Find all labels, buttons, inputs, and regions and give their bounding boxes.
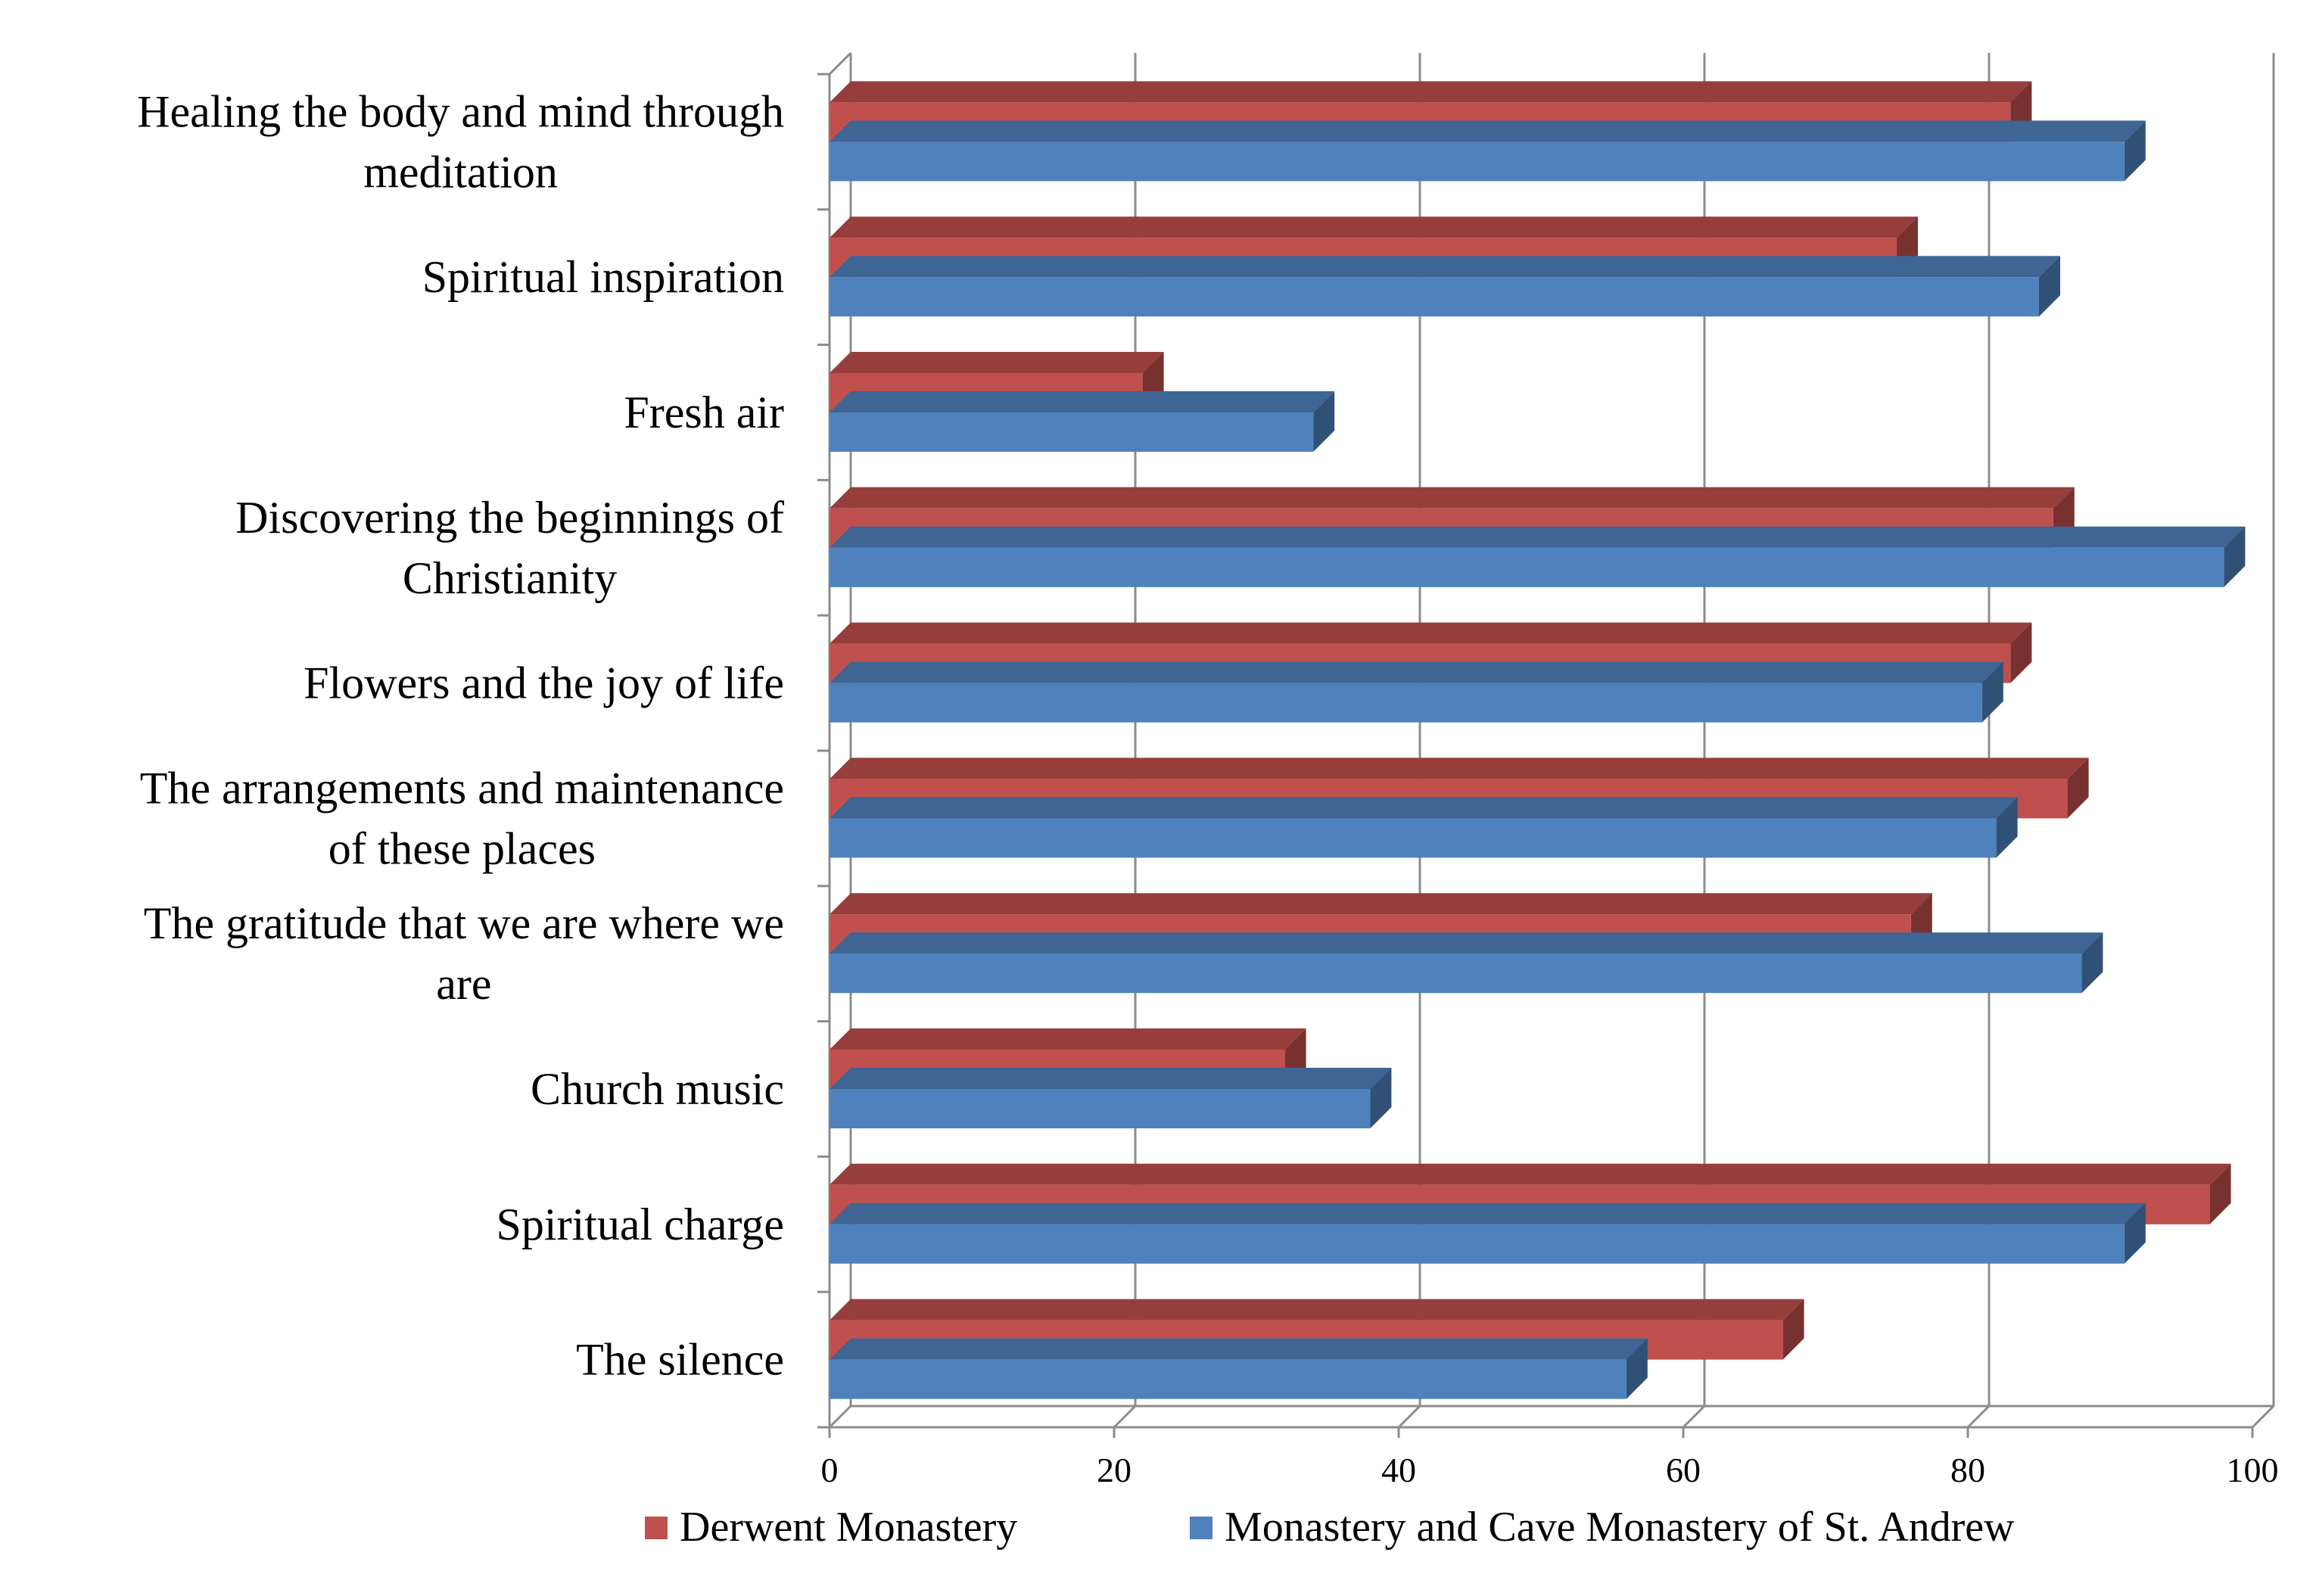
bar-top-face	[830, 120, 2146, 142]
bar-top-face	[830, 526, 2246, 548]
bar-top-face	[830, 1338, 1648, 1360]
x-tick-label: 0	[821, 1451, 839, 1489]
x-tick-label: 20	[1097, 1451, 1132, 1489]
legend-label-st-andrew: Monastery and Cave Monastery of St. Andr…	[1225, 1504, 2015, 1551]
bar-side-face	[2209, 1163, 2231, 1224]
bar-top-face	[830, 216, 1918, 238]
bar-front-face	[830, 683, 1982, 723]
floor-gridline	[828, 1405, 852, 1429]
bar-side-face	[2039, 256, 2060, 317]
bar-top-face	[830, 1028, 1306, 1050]
bar-side-face	[2224, 526, 2246, 587]
bar-top-face	[830, 622, 2032, 644]
x-tick-label: 60	[1666, 1451, 1701, 1489]
bar-front-face	[830, 142, 2125, 182]
bar-top-face	[830, 797, 2018, 819]
bar-side-face	[2067, 758, 2089, 819]
bar-top-face	[830, 661, 2003, 683]
floor-gridline	[1966, 1405, 1991, 1429]
bar-front-face	[830, 818, 1997, 858]
bar-side-face	[1782, 1299, 1804, 1360]
bar-st-andrew	[830, 391, 1335, 452]
bar-top-face	[830, 932, 2103, 954]
bar-top-face	[830, 1202, 2146, 1224]
bar-side-face	[2124, 1202, 2146, 1264]
category-label: Discovering the beginnings of Christianit…	[235, 493, 784, 603]
bar-front-face	[830, 1089, 1371, 1128]
floor-gridline	[2251, 1405, 2275, 1429]
axis-top-edge	[828, 51, 852, 76]
bar-top-face	[830, 81, 2032, 103]
category-label: Spiritual charge	[497, 1199, 784, 1249]
bar-front-face	[830, 1359, 1626, 1399]
bar-top-face	[830, 391, 1335, 412]
category-labels: Healing the body and mind through meditat…	[137, 86, 784, 1384]
bar-top-face	[830, 352, 1164, 373]
bar-side-face	[1626, 1338, 1648, 1399]
bar-top-face	[830, 758, 2089, 779]
x-tick-label: 80	[1950, 1451, 1985, 1489]
bar-front-face	[830, 547, 2224, 587]
category-label: The silence	[576, 1335, 784, 1385]
bar-front-face	[830, 412, 1314, 452]
bar-top-face	[830, 1299, 1804, 1321]
bar-st-andrew	[830, 120, 2146, 182]
bar-top-face	[830, 1163, 2231, 1185]
legend-swatch-st-andrew	[1190, 1517, 1212, 1539]
bar-side-face	[1981, 661, 2003, 723]
bar-st-andrew	[830, 256, 2060, 317]
legend-label-derwent: Derwent Monastery	[680, 1504, 1017, 1551]
category-label: Flowers and the joy of life	[304, 658, 784, 708]
bar-top-face	[830, 487, 2075, 509]
legend-swatch-derwent	[645, 1517, 668, 1539]
bar-side-face	[2010, 622, 2032, 683]
bar-side-face	[2124, 120, 2146, 182]
bar-side-face	[1996, 797, 2018, 858]
category-label: The gratitude that we are where we are	[144, 898, 784, 1009]
x-tick-labels: 0 20 40 60 80 100	[821, 1451, 2279, 1489]
bar-st-andrew	[830, 797, 2018, 858]
bar-st-andrew	[830, 661, 2003, 723]
bar-top-face	[830, 1068, 1392, 1089]
category-label: Spiritual inspiration	[422, 252, 784, 302]
category-label: Healing the body and mind through meditat…	[137, 86, 784, 197]
bar-st-andrew	[830, 526, 2246, 587]
floor-gridline	[1397, 1405, 1421, 1429]
x-tick-label: 40	[1381, 1451, 1416, 1489]
bar-st-andrew	[830, 932, 2103, 994]
bar-front-face	[830, 1224, 2125, 1264]
category-label: Fresh air	[624, 387, 784, 437]
bar-top-face	[830, 256, 2060, 278]
category-label: Church music	[531, 1064, 784, 1114]
bar-side-face	[1370, 1068, 1392, 1128]
category-label: The arrangements and maintenance of these…	[140, 763, 784, 873]
bar-front-face	[830, 954, 2082, 994]
bar-st-andrew	[830, 1202, 2146, 1264]
floor-gridline	[1682, 1405, 1706, 1429]
bar-side-face	[2081, 932, 2103, 994]
bar-front-face	[830, 277, 2039, 317]
floor-gridline	[1113, 1405, 1137, 1429]
x-tick-label: 100	[2227, 1451, 2279, 1489]
bar-st-andrew	[830, 1068, 1392, 1128]
legend: Derwent Monastery Monastery and Cave Mon…	[645, 1504, 2015, 1551]
bar-side-face	[1313, 391, 1335, 452]
bar-st-andrew	[830, 1338, 1648, 1399]
bars-layer	[830, 81, 2246, 1399]
bar-top-face	[830, 893, 1932, 915]
